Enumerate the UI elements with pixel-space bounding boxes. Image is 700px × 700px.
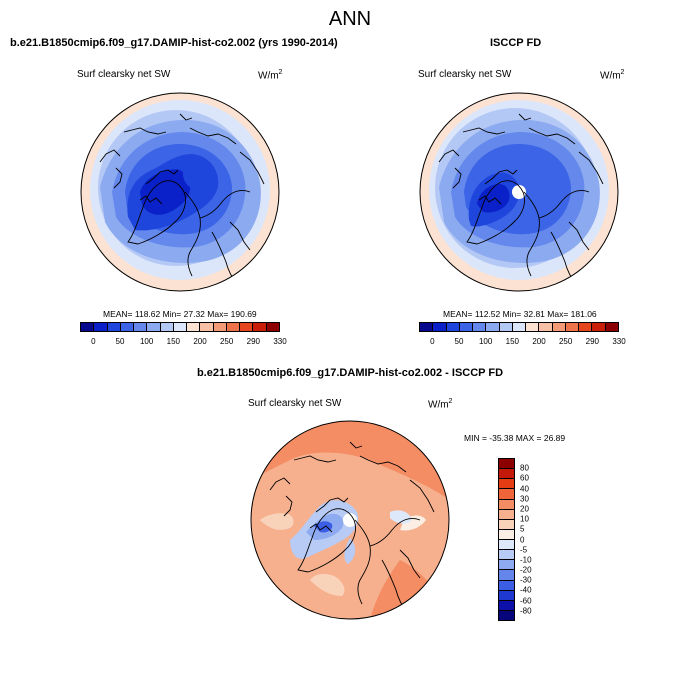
colorbar-tick-label: 50 bbox=[115, 337, 125, 346]
colorbar-tick-label: 150 bbox=[505, 337, 520, 346]
panel-1-colorbar bbox=[80, 322, 280, 332]
colorbar-tick-label: 290 bbox=[585, 337, 600, 346]
colorbar-swatch bbox=[420, 323, 434, 331]
colorbar-swatch bbox=[120, 323, 135, 331]
colorbar-tick-label: -10 bbox=[520, 555, 532, 565]
colorbar-tick-label: 0 bbox=[91, 337, 96, 346]
panel-3-variable-label: Surf clearsky net SW bbox=[248, 398, 342, 409]
colorbar-swatch bbox=[565, 323, 580, 331]
panel-3-polar-map bbox=[250, 420, 450, 620]
colorbar-swatch bbox=[499, 540, 514, 551]
colorbar-swatch bbox=[499, 580, 514, 591]
colorbar-tick-label: 330 bbox=[612, 337, 626, 346]
colorbar-swatch bbox=[499, 560, 514, 571]
colorbar-tick-label: -60 bbox=[520, 596, 532, 606]
colorbar-tick-label: 200 bbox=[532, 337, 546, 346]
colorbar-tick-label: 330 bbox=[273, 337, 287, 346]
colorbar-tick-label: 200 bbox=[193, 337, 207, 346]
panel-1-polar-map bbox=[80, 92, 280, 292]
colorbar-swatch bbox=[539, 323, 553, 331]
panel-2-stats: MEAN= 112.52 Min= 32.81 Max= 181.06 bbox=[443, 309, 597, 319]
panel-3-colorbar-ticks: 80 60 40 30 20 10 5 0 -5 -10 -20 -30 -40 -60 -80 bbox=[520, 458, 550, 621]
figure-title: ANN bbox=[328, 8, 372, 30]
panel-1-colorbar-ticks: 0 50 100 150 200 250 290 330 bbox=[80, 337, 287, 349]
colorbar-swatch bbox=[200, 323, 214, 331]
colorbar-tick-label: 5 bbox=[520, 524, 525, 534]
colorbar-tick-label: 50 bbox=[454, 337, 464, 346]
colorbar-swatch bbox=[499, 459, 514, 470]
colorbar-swatch bbox=[486, 323, 500, 331]
colorbar-swatch bbox=[187, 323, 201, 331]
colorbar-tick-label: 20 bbox=[520, 504, 529, 514]
colorbar-swatch bbox=[147, 323, 161, 331]
colorbar-tick-label: 60 bbox=[520, 473, 529, 483]
panel-3-colorbar bbox=[498, 458, 515, 621]
colorbar-swatch bbox=[499, 600, 514, 611]
colorbar-tick-label: -20 bbox=[520, 565, 532, 575]
panel-1-stats: MEAN= 118.62 Min= 27.32 Max= 190.69 bbox=[103, 309, 257, 319]
colorbar-tick-label: 0 bbox=[520, 535, 525, 544]
colorbar-swatch bbox=[107, 323, 121, 331]
colorbar-swatch bbox=[499, 509, 514, 520]
colorbar-swatch bbox=[94, 323, 108, 331]
panel-2-colorbar-ticks: 0 50 100 150 200 250 290 330 bbox=[419, 337, 626, 349]
colorbar-swatch bbox=[499, 469, 514, 480]
colorbar-swatch bbox=[499, 590, 514, 601]
colorbar-swatch bbox=[499, 570, 514, 581]
panel-1-variable-label: Surf clearsky net SW bbox=[77, 69, 171, 80]
colorbar-swatch bbox=[433, 323, 447, 331]
panel-1-units: W/m2 bbox=[258, 69, 283, 82]
colorbar-tick-label: 250 bbox=[219, 337, 234, 346]
colorbar-tick-label: 100 bbox=[478, 337, 493, 346]
colorbar-swatch bbox=[605, 323, 618, 331]
colorbar-swatch bbox=[512, 323, 527, 331]
colorbar-swatch bbox=[499, 499, 514, 510]
colorbar-swatch bbox=[499, 479, 514, 490]
colorbar-swatch bbox=[240, 323, 254, 331]
colorbar-swatch bbox=[579, 323, 593, 331]
colorbar-swatch bbox=[499, 519, 514, 530]
colorbar-swatch bbox=[134, 323, 148, 331]
colorbar-tick-label: -5 bbox=[520, 545, 528, 555]
colorbar-tick-label: -40 bbox=[520, 585, 532, 595]
colorbar-swatch bbox=[499, 489, 514, 500]
colorbar-swatch bbox=[499, 323, 513, 331]
colorbar-swatch bbox=[253, 323, 267, 331]
panel-3-title: b.e21.B1850cmip6.f09_g17.DAMIP-hist-co2.… bbox=[196, 367, 504, 379]
colorbar-swatch bbox=[81, 323, 95, 331]
colorbar-tick-label: -30 bbox=[520, 575, 532, 585]
colorbar-swatch bbox=[526, 323, 540, 331]
colorbar-swatch bbox=[499, 550, 514, 561]
panel-3-units: W/m2 bbox=[428, 398, 453, 411]
colorbar-swatch bbox=[499, 529, 514, 540]
colorbar-swatch bbox=[226, 323, 241, 331]
colorbar-tick-label: 80 bbox=[520, 463, 529, 473]
colorbar-swatch bbox=[160, 323, 174, 331]
colorbar-swatch bbox=[592, 323, 606, 331]
colorbar-swatch bbox=[459, 323, 474, 331]
colorbar-tick-label: 40 bbox=[520, 484, 529, 494]
colorbar-swatch bbox=[552, 323, 566, 331]
panel-2-polar-map bbox=[419, 92, 619, 292]
colorbar-swatch bbox=[213, 323, 227, 331]
colorbar-tick-label: 250 bbox=[558, 337, 573, 346]
panel-3-stats: MIN = -35.38 MAX = 26.89 bbox=[464, 433, 566, 443]
panel-2-units: W/m2 bbox=[600, 69, 625, 82]
colorbar-tick-label: 150 bbox=[166, 337, 181, 346]
colorbar-swatch bbox=[173, 323, 188, 331]
colorbar-swatch bbox=[473, 323, 487, 331]
colorbar-tick-label: 10 bbox=[520, 514, 529, 524]
colorbar-tick-label: -80 bbox=[520, 606, 532, 616]
panel-2-variable-label: Surf clearsky net SW bbox=[418, 69, 512, 80]
panel-2-title: ISCCP FD bbox=[490, 37, 542, 49]
colorbar-tick-label: 30 bbox=[520, 494, 529, 504]
colorbar-tick-label: 290 bbox=[246, 337, 261, 346]
panel-1-title: b.e21.B1850cmip6.f09_g17.DAMIP-hist-co2.… bbox=[10, 37, 338, 49]
colorbar-tick-label: 0 bbox=[430, 337, 435, 346]
colorbar-swatch bbox=[266, 323, 279, 331]
colorbar-swatch bbox=[446, 323, 460, 331]
colorbar-tick-label: 100 bbox=[139, 337, 154, 346]
colorbar-swatch bbox=[499, 610, 514, 620]
panel-2-colorbar bbox=[419, 322, 619, 332]
